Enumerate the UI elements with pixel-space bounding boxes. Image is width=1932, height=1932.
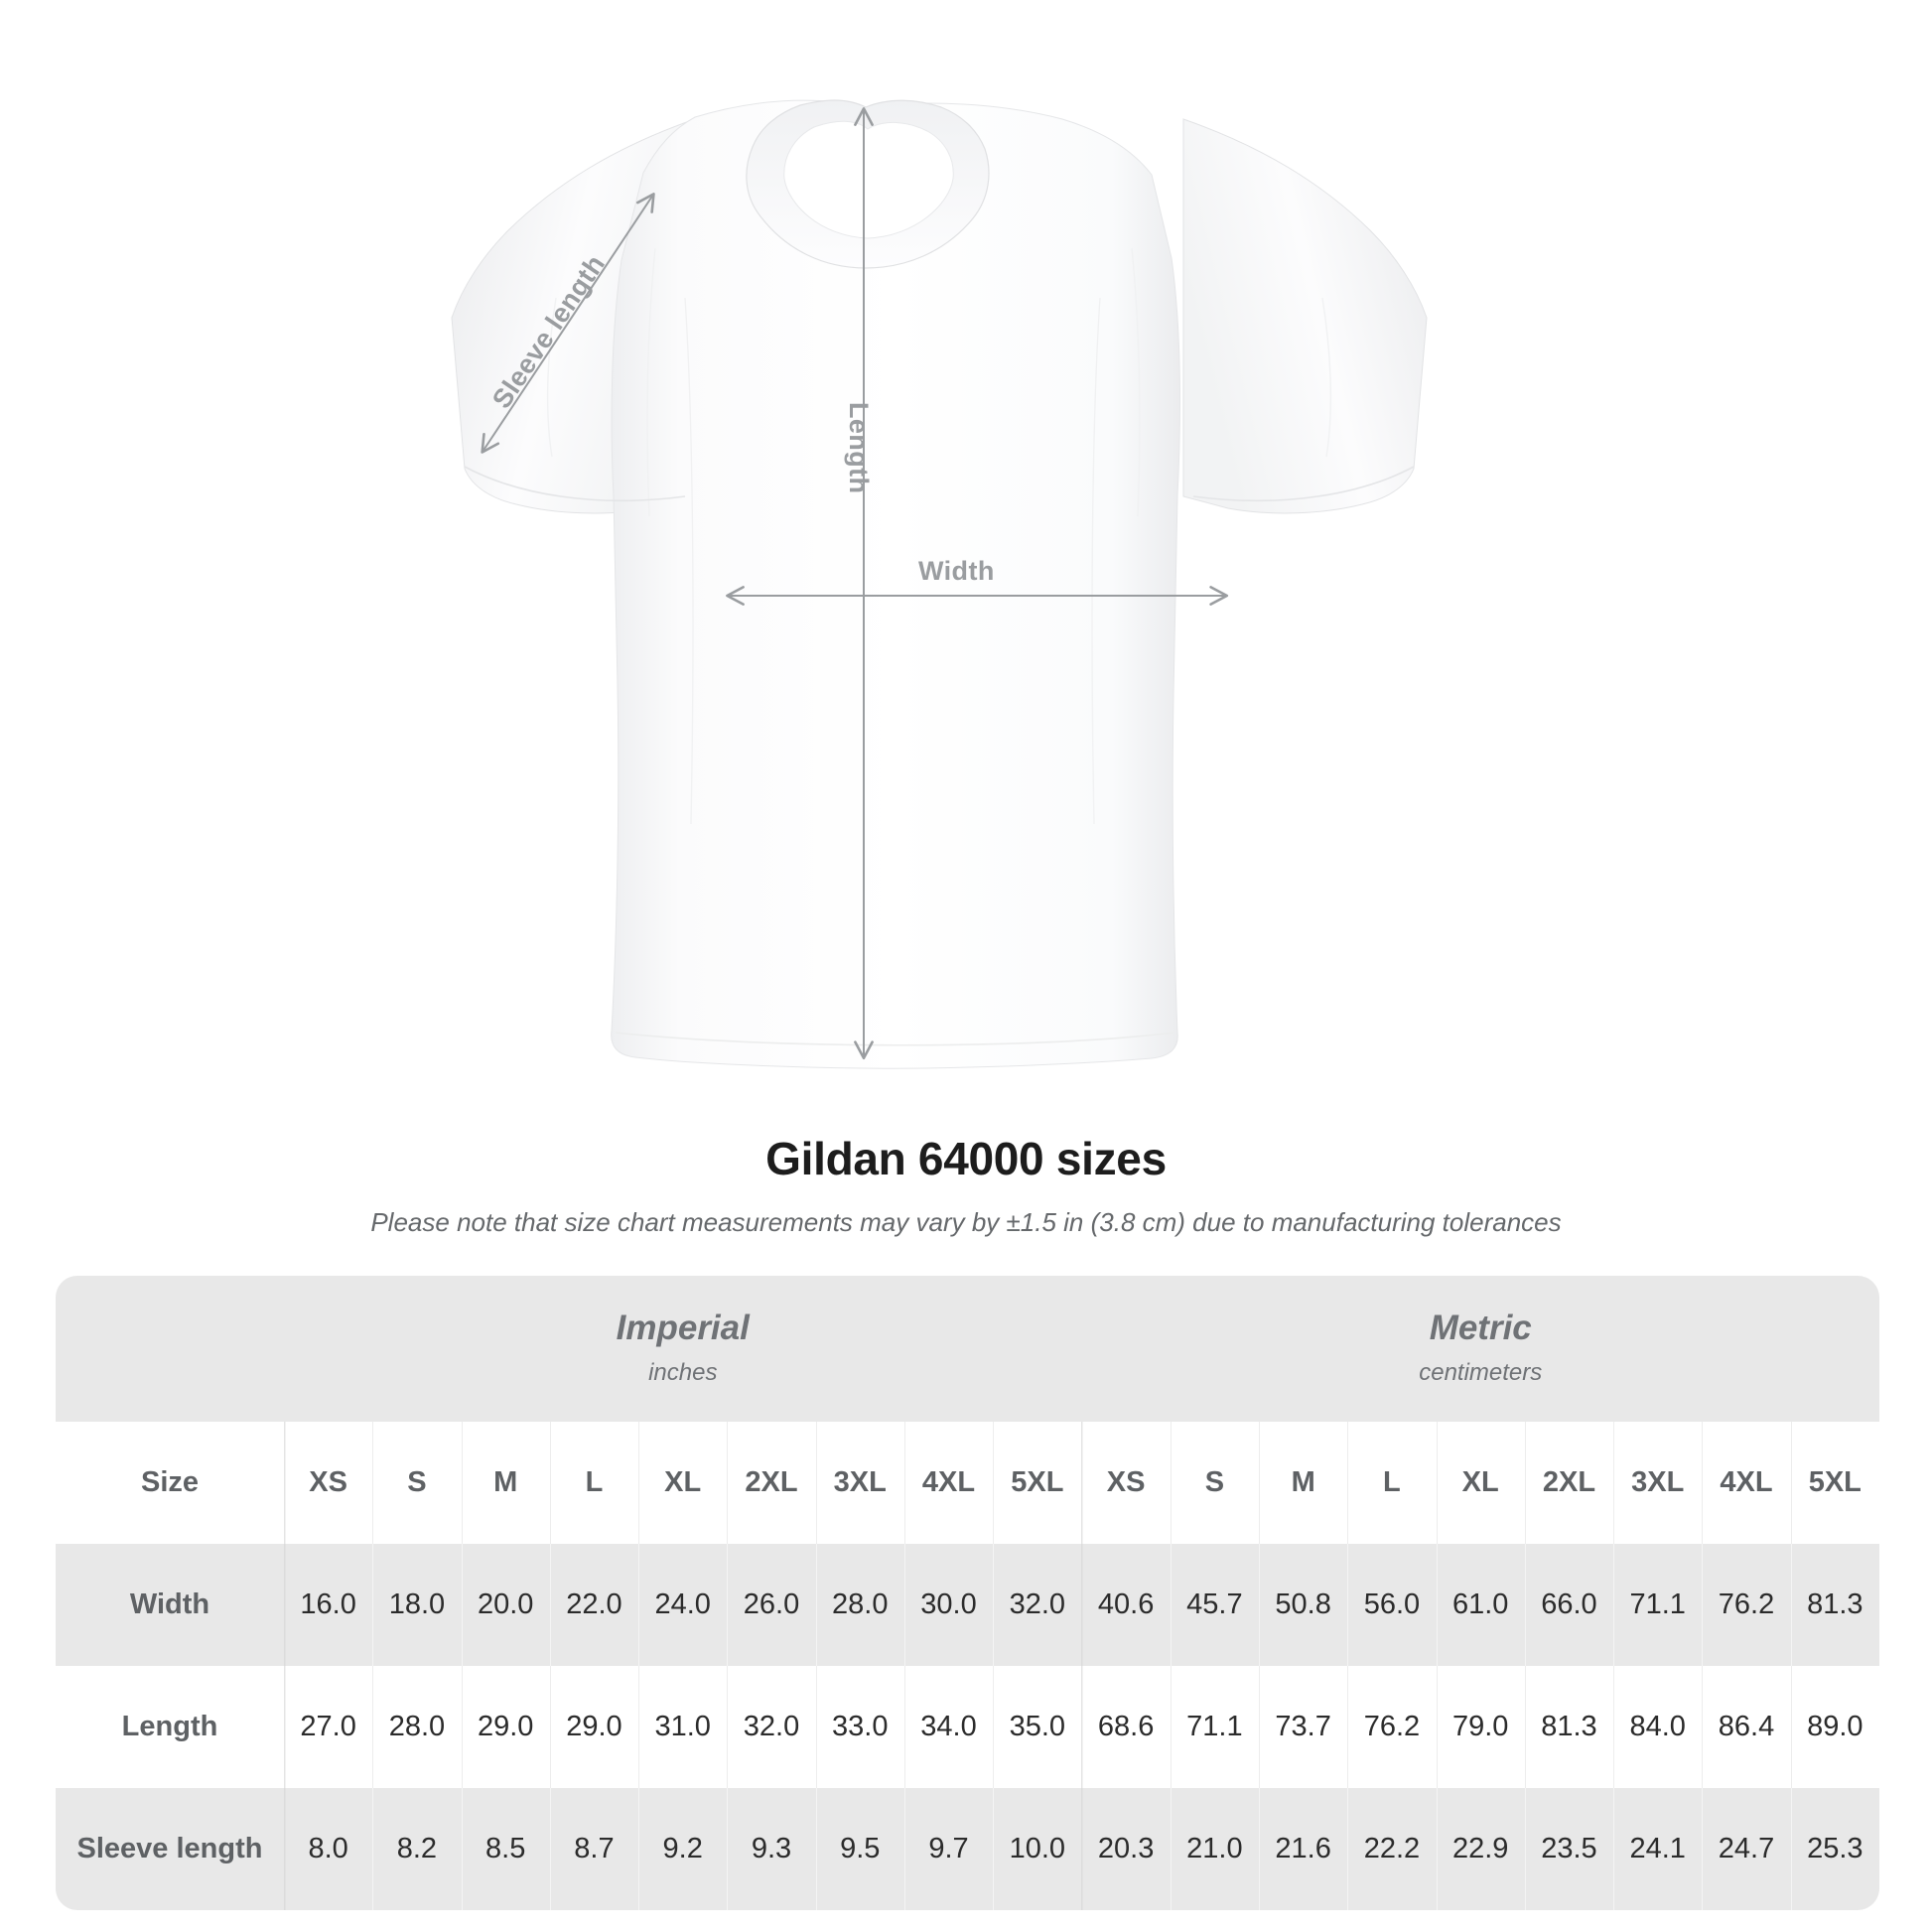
- size-header-metric-2xl: 2XL: [1524, 1422, 1614, 1544]
- cell-width-metric-l: 56.0: [1347, 1544, 1437, 1666]
- cell-length-metric-5xl: 89.0: [1790, 1666, 1879, 1788]
- size-corner-label: Size: [56, 1422, 285, 1544]
- cell-width-metric-s: 45.7: [1170, 1544, 1260, 1666]
- cell-length-metric-l: 76.2: [1347, 1666, 1437, 1788]
- unit-name: Metric: [1429, 1309, 1532, 1348]
- cell-length-metric-m: 73.7: [1259, 1666, 1348, 1788]
- cell-sleeve-length-imperial-m: 8.5: [461, 1788, 550, 1910]
- cell-sleeve-length-metric-xl: 22.9: [1436, 1788, 1525, 1910]
- size-header-metric-m: M: [1259, 1422, 1348, 1544]
- size-header-imperial-4xl: 4XL: [903, 1422, 994, 1544]
- cell-sleeve-length-imperial-l: 8.7: [549, 1788, 639, 1910]
- cell-length-imperial-xl: 31.0: [638, 1666, 728, 1788]
- cell-width-imperial-m: 20.0: [461, 1544, 550, 1666]
- unit-row-spacer: [56, 1276, 285, 1422]
- cell-length-imperial-4xl: 34.0: [903, 1666, 994, 1788]
- page-subtitle: Please note that size chart measurements…: [370, 1207, 1562, 1237]
- cell-width-imperial-s: 18.0: [372, 1544, 462, 1666]
- cell-length-imperial-s: 28.0: [372, 1666, 462, 1788]
- size-header-row: Size XS S M L XL 2XL 3XL 4XL 5XL XS S M L XL 2XL 3XL 4XL 5…: [56, 1422, 1879, 1544]
- size-header-metric-4xl: 4XL: [1702, 1422, 1791, 1544]
- cell-length-metric-s: 71.1: [1170, 1666, 1260, 1788]
- row-label-length: Length: [56, 1666, 285, 1788]
- cell-length-metric-2xl: 81.3: [1524, 1666, 1614, 1788]
- cell-width-imperial-5xl: 32.0: [993, 1544, 1082, 1666]
- cell-sleeve-length-imperial-xs: 8.0: [284, 1788, 373, 1910]
- table-row: Width 16.0 18.0 20.0 22.0 24.0 26.0 28.0 30.0 32.…: [56, 1544, 1879, 1666]
- cell-length-imperial-3xl: 33.0: [815, 1666, 904, 1788]
- cell-length-imperial-2xl: 32.0: [727, 1666, 816, 1788]
- size-chart-table: Imperial inches Metric centimeters Size XS S M L…: [56, 1276, 1879, 1910]
- size-header-metric-l: L: [1347, 1422, 1437, 1544]
- row-label-sleeve-length: Sleeve length: [56, 1788, 285, 1910]
- size-header-imperial-xl: XL: [638, 1422, 728, 1544]
- cell-length-metric-3xl: 84.0: [1613, 1666, 1703, 1788]
- cell-sleeve-length-metric-xs: 20.3: [1081, 1788, 1171, 1910]
- cell-sleeve-length-metric-m: 21.6: [1259, 1788, 1348, 1910]
- cell-length-imperial-m: 29.0: [461, 1666, 550, 1788]
- cell-sleeve-length-metric-4xl: 24.7: [1702, 1788, 1791, 1910]
- size-header-imperial-m: M: [461, 1422, 550, 1544]
- cell-length-metric-xl: 79.0: [1436, 1666, 1525, 1788]
- cell-width-metric-2xl: 66.0: [1524, 1544, 1614, 1666]
- size-header-metric-xl: XL: [1436, 1422, 1525, 1544]
- cell-length-imperial-l: 29.0: [549, 1666, 639, 1788]
- cell-sleeve-length-imperial-xl: 9.2: [638, 1788, 728, 1910]
- cell-sleeve-length-imperial-5xl: 10.0: [993, 1788, 1082, 1910]
- cell-length-imperial-xs: 27.0: [284, 1666, 373, 1788]
- cell-width-imperial-xs: 16.0: [284, 1544, 373, 1666]
- cell-length-imperial-5xl: 35.0: [993, 1666, 1082, 1788]
- tshirt-diagram: Width Length Sleeve length: [451, 99, 1428, 1069]
- size-header-imperial-3xl: 3XL: [815, 1422, 904, 1544]
- cell-width-metric-xl: 61.0: [1436, 1544, 1525, 1666]
- row-label-width: Width: [56, 1544, 285, 1666]
- cell-width-metric-xs: 40.6: [1081, 1544, 1171, 1666]
- size-header-imperial-xs: XS: [284, 1422, 373, 1544]
- unit-group-imperial: Imperial inches: [284, 1276, 1082, 1422]
- unit-name: Imperial: [616, 1309, 750, 1348]
- cell-width-imperial-4xl: 30.0: [903, 1544, 994, 1666]
- table-row: Sleeve length 8.0 8.2 8.5 8.7 9.2 9.3 9.5 9.7 10.…: [56, 1788, 1879, 1910]
- size-header-imperial-s: S: [372, 1422, 462, 1544]
- width-label: Width: [918, 556, 995, 586]
- cell-width-imperial-3xl: 28.0: [815, 1544, 904, 1666]
- size-header-metric-5xl: 5XL: [1790, 1422, 1879, 1544]
- cell-sleeve-length-imperial-3xl: 9.5: [815, 1788, 904, 1910]
- cell-sleeve-length-imperial-4xl: 9.7: [903, 1788, 994, 1910]
- cell-width-metric-4xl: 76.2: [1702, 1544, 1791, 1666]
- cell-width-metric-3xl: 71.1: [1613, 1544, 1703, 1666]
- length-label: Length: [844, 402, 874, 494]
- cell-sleeve-length-metric-l: 22.2: [1347, 1788, 1437, 1910]
- cell-width-metric-5xl: 81.3: [1790, 1544, 1879, 1666]
- size-header-imperial-5xl: 5XL: [993, 1422, 1082, 1544]
- unit-sublabel: centimeters: [1419, 1358, 1543, 1386]
- title-block: Gildan 64000 sizes Please note that size…: [0, 1132, 1932, 1238]
- cell-length-metric-xs: 68.6: [1081, 1666, 1171, 1788]
- cell-width-imperial-2xl: 26.0: [727, 1544, 816, 1666]
- size-header-metric-3xl: 3XL: [1613, 1422, 1703, 1544]
- page-title: Gildan 64000 sizes: [765, 1133, 1167, 1184]
- unit-group-metric: Metric centimeters: [1081, 1276, 1879, 1422]
- size-header-imperial-2xl: 2XL: [727, 1422, 816, 1544]
- size-header-metric-xs: XS: [1081, 1422, 1171, 1544]
- size-chart-table-wrap: Imperial inches Metric centimeters Size XS S M L…: [56, 1276, 1879, 1910]
- cell-sleeve-length-metric-2xl: 23.5: [1524, 1788, 1614, 1910]
- cell-sleeve-length-metric-s: 21.0: [1170, 1788, 1260, 1910]
- size-header-metric-s: S: [1170, 1422, 1260, 1544]
- cell-sleeve-length-metric-3xl: 24.1: [1613, 1788, 1703, 1910]
- cell-sleeve-length-imperial-2xl: 9.3: [727, 1788, 816, 1910]
- cell-length-metric-4xl: 86.4: [1702, 1666, 1791, 1788]
- table-row: Length 27.0 28.0 29.0 29.0 31.0 32.0 33.0 34.0 35…: [56, 1666, 1879, 1788]
- cell-width-metric-m: 50.8: [1259, 1544, 1348, 1666]
- cell-width-imperial-l: 22.0: [549, 1544, 639, 1666]
- unit-header-row: Imperial inches Metric centimeters: [56, 1276, 1879, 1422]
- sleeve-length-arrow: [481, 193, 655, 454]
- size-header-imperial-l: L: [549, 1422, 639, 1544]
- tshirt-illustration: [451, 99, 1428, 1069]
- cell-sleeve-length-metric-5xl: 25.3: [1790, 1788, 1879, 1910]
- cell-width-imperial-xl: 24.0: [638, 1544, 728, 1666]
- unit-sublabel: inches: [648, 1358, 718, 1386]
- cell-sleeve-length-imperial-s: 8.2: [372, 1788, 462, 1910]
